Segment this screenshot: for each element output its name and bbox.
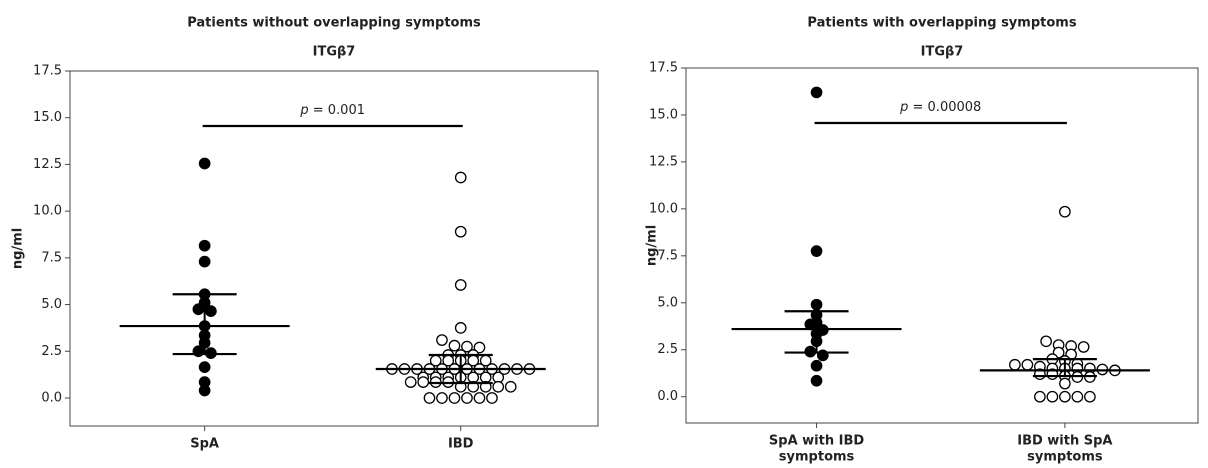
data-point	[198, 361, 211, 373]
data-point	[492, 380, 505, 393]
data-point	[454, 279, 467, 291]
data-point	[436, 334, 448, 346]
y-tick-label: 2.5	[657, 342, 678, 357]
y-tick-label: 0.0	[657, 389, 678, 404]
data-point	[192, 303, 205, 316]
data-point	[1084, 390, 1096, 403]
data-point	[454, 225, 467, 238]
data-point	[486, 392, 498, 404]
annotation-text: = 0.001	[313, 103, 365, 118]
data-point	[454, 171, 467, 184]
y-axis-label: ng/ml	[645, 225, 660, 266]
data-point	[198, 157, 211, 170]
data-point	[1021, 358, 1034, 371]
data-point	[1059, 390, 1071, 403]
chart-subtitle: ITGβ7	[313, 45, 356, 60]
data-point	[198, 255, 211, 268]
data-point	[479, 380, 492, 393]
x-tick-label: SpA	[190, 437, 219, 452]
y-tick-label: 10.0	[33, 204, 62, 219]
annotation-symbol: p	[299, 103, 308, 118]
annotation-symbol: p	[899, 100, 908, 115]
chart-subtitle: ITGβ7	[921, 45, 964, 60]
data-point	[436, 392, 448, 404]
data-point	[454, 322, 467, 334]
annotation: p = 0.00008	[899, 100, 981, 115]
data-point	[810, 298, 823, 311]
data-point	[1059, 205, 1071, 218]
plot-frame	[685, 67, 1199, 424]
data-point	[810, 374, 823, 387]
y-tick-label: 0.0	[41, 390, 62, 405]
y-tick-label: 17.5	[33, 64, 62, 79]
y-tick-label: 5.0	[41, 297, 62, 312]
x-tick-label: symptoms	[1027, 450, 1103, 465]
data-point	[504, 380, 517, 393]
data-point	[1046, 390, 1059, 403]
annotation: p = 0.001	[299, 103, 365, 118]
plot-frame	[69, 70, 599, 427]
data-point	[1071, 390, 1084, 403]
data-point	[473, 392, 486, 404]
y-tick-label: 2.5	[41, 344, 62, 359]
y-tick-label: 5.0	[657, 295, 678, 310]
y-tick-label: 12.5	[33, 157, 62, 172]
y-tick-label: 12.5	[649, 154, 678, 169]
y-tick-label: 15.0	[649, 107, 678, 122]
data-point	[1040, 335, 1052, 348]
x-tick-label: IBD with SpA	[1017, 434, 1112, 449]
y-axis-label: ng/ml	[11, 228, 26, 269]
chart-title: Patients without overlapping symptoms	[187, 16, 481, 31]
data-point	[1077, 341, 1090, 353]
x-tick-label: symptoms	[779, 450, 855, 465]
annotation-text: = 0.00008	[913, 100, 982, 115]
data-point	[448, 392, 461, 404]
chart-title: Patients with overlapping symptoms	[807, 16, 1076, 31]
data-point	[404, 376, 417, 388]
data-point	[810, 86, 823, 99]
data-point	[810, 245, 823, 257]
data-point	[1059, 377, 1071, 390]
data-point	[473, 341, 486, 354]
y-tick-label: 15.0	[33, 110, 62, 125]
data-point	[198, 384, 211, 397]
data-point	[417, 376, 430, 388]
y-tick-label: 17.5	[649, 61, 678, 76]
data-point	[1034, 390, 1046, 403]
data-point	[461, 392, 473, 404]
data-point	[198, 239, 211, 252]
y-tick-label: 7.5	[657, 248, 678, 263]
x-tick-label: IBD	[448, 437, 474, 452]
data-point	[461, 340, 473, 353]
data-point	[1009, 358, 1021, 371]
x-tick-label: SpA with IBD	[769, 434, 864, 449]
data-point	[810, 359, 823, 372]
y-tick-label: 10.0	[649, 201, 678, 216]
data-point	[467, 380, 480, 393]
data-point	[423, 392, 436, 404]
data-point	[205, 305, 217, 317]
y-tick-label: 7.5	[41, 250, 62, 265]
data-point	[448, 339, 461, 352]
